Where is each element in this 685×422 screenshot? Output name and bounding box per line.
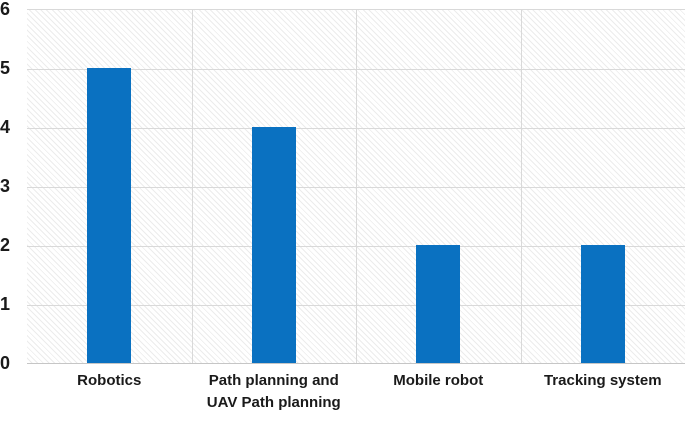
x-category-label-line: Mobile robot bbox=[393, 372, 484, 389]
y-tick-label: 5 bbox=[0, 58, 11, 78]
y-tick-label: 0 bbox=[0, 353, 11, 373]
y-tick-label: 6 bbox=[0, 0, 11, 19]
x-category-label: Tracking system bbox=[521, 370, 685, 392]
y-tick-label: 1 bbox=[0, 294, 11, 314]
x-category-label-line: Tracking system bbox=[543, 372, 662, 389]
y-tick-label: 3 bbox=[0, 176, 11, 196]
y-axis: 0 1 2 3 4 5 6 bbox=[0, 0, 22, 372]
x-category-label-line: UAV Path planning bbox=[206, 394, 341, 411]
bar-tracking-system bbox=[580, 245, 625, 363]
x-axis-line bbox=[27, 363, 685, 364]
plot-area bbox=[27, 9, 685, 363]
bar-path-planning-and-uav-path-planning bbox=[251, 127, 296, 363]
x-category-label: Mobile robot bbox=[356, 370, 521, 392]
x-category-label-line: Robotics bbox=[77, 372, 142, 389]
bar-robotics bbox=[87, 68, 132, 363]
x-category-label: Robotics bbox=[27, 370, 192, 392]
y-tick-label: 4 bbox=[0, 117, 11, 137]
v-gridline bbox=[520, 10, 522, 363]
x-axis: Robotics Path planning and UAV Path planni… bbox=[27, 370, 685, 422]
y-tick-label: 2 bbox=[0, 235, 11, 255]
v-gridline bbox=[356, 10, 357, 363]
x-category-label-line: Path planning and bbox=[208, 372, 339, 389]
bar-mobile-robot bbox=[416, 245, 461, 363]
v-gridline bbox=[191, 10, 193, 363]
x-category-label: Path planning and UAV Path planning bbox=[192, 370, 357, 414]
